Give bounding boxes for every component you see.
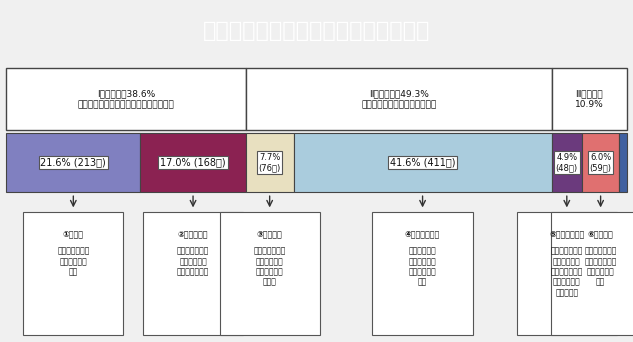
Text: 6.0%
(59名): 6.0% (59名)	[589, 153, 611, 172]
Text: （家事・育児、
その他に従事
している者で、
特に学習して
いない者）: （家事・育児、 その他に従事 している者で、 特に学習して いない者）	[551, 247, 583, 297]
Text: ④フリーター層: ④フリーター層	[405, 231, 440, 239]
Text: ①学校層: ①学校層	[63, 231, 84, 239]
Text: （正規雇用で就
労し、特に学
習をしていな
い者）: （正規雇用で就 労し、特に学 習をしていな い者）	[253, 247, 286, 287]
Text: Ⅰ．学習層　38.6%
（中退後、何らかの学習をしている者）: Ⅰ．学習層 38.6% （中退後、何らかの学習をしている者）	[78, 90, 175, 109]
Text: （教育機関等に
在籍している
者）: （教育機関等に 在籍している 者）	[57, 247, 89, 276]
Text: ③正社員層: ③正社員層	[257, 231, 282, 239]
Text: ⑥ニート層: ⑥ニート層	[588, 231, 613, 239]
Text: ②学習意欲層: ②学習意欲層	[178, 231, 208, 239]
Text: 41.6% (411名): 41.6% (411名)	[390, 157, 455, 168]
Text: ⑤家事・育児層: ⑤家事・育児層	[549, 231, 584, 239]
Text: （非就労で求職
をせず、特に学
習していない
者）: （非就労で求職 をせず、特に学 習していない 者）	[584, 247, 617, 287]
Text: （資格取得を目
指す又は独学
をしている者）: （資格取得を目 指す又は独学 をしている者）	[177, 247, 210, 276]
Text: （非正規就労
で、特に学習
をしていない
者）: （非正規就労 で、特に学習 をしていない 者）	[409, 247, 436, 287]
Text: Ⅱ．仕事層　49.3%
（中退後、専ら働いている者）: Ⅱ．仕事層 49.3% （中退後、専ら働いている者）	[361, 90, 436, 109]
Text: 4.9%
(48名): 4.9% (48名)	[556, 153, 578, 172]
Text: 図表２　都立高校中途退学者の類型化: 図表２ 都立高校中途退学者の類型化	[203, 21, 430, 41]
Text: 17.0% (168名): 17.0% (168名)	[160, 157, 226, 168]
Text: Ⅲ．その他
10.9%: Ⅲ．その他 10.9%	[575, 90, 603, 109]
Text: 21.6% (213名): 21.6% (213名)	[41, 157, 106, 168]
Text: 7.7%
(76名): 7.7% (76名)	[258, 153, 281, 172]
